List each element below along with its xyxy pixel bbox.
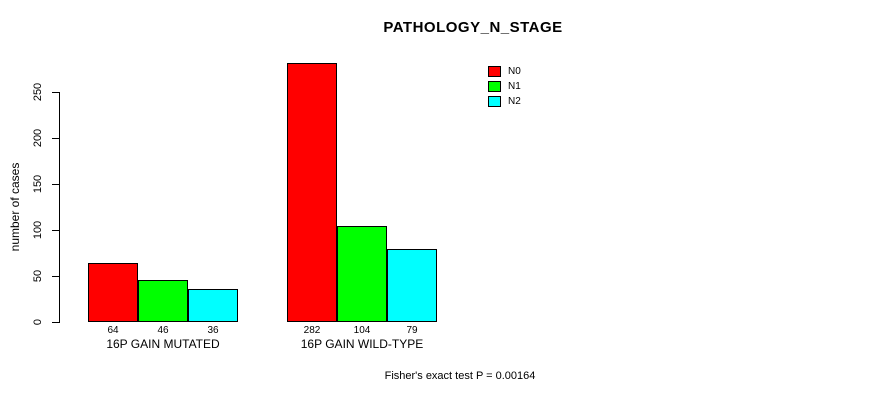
bar-value-label: 282 [303,325,321,336]
y-tick-label: 100 [32,220,44,240]
bar-value-label: 79 [406,325,418,336]
legend-label: N1 [508,81,521,92]
legend-swatch-n2 [488,96,501,107]
y-tick-mark [52,276,59,277]
y-tick-mark [52,138,59,139]
legend: N0 N1 N2 [488,64,521,109]
bar-n1-group1 [138,279,188,322]
legend-row-n0: N0 [488,64,521,79]
y-tick-label: 250 [32,82,44,102]
y-tick-label: 200 [32,128,44,148]
legend-row-n1: N1 [488,79,521,94]
group-label: 16P GAIN MUTATED [106,337,220,351]
bar-n0-group1 [88,263,138,322]
bar-n2-group1 [188,288,238,322]
y-tick-mark [52,92,59,93]
group-label: 16P GAIN WILD-TYPE [300,337,424,351]
bar-value-label: 46 [157,325,169,336]
y-axis-line [59,92,60,323]
legend-swatch-n1 [488,81,501,92]
stat-test-annotation: Fisher's exact test P = 0.00164 [384,370,536,382]
y-tick-label: 50 [32,269,44,283]
y-tick-mark [52,322,59,323]
legend-label: N0 [508,66,521,77]
y-axis-title: number of cases [8,162,22,252]
bar-value-label: 64 [107,325,119,336]
y-tick-label: 0 [32,318,44,326]
y-tick-label: 150 [32,174,44,194]
bar-n2-group2 [387,249,437,322]
bar-n0-group2 [287,62,337,322]
legend-swatch-n0 [488,66,501,77]
y-tick-mark [52,184,59,185]
y-tick-mark [52,230,59,231]
legend-label: N2 [508,96,521,107]
bar-value-label: 104 [353,325,371,336]
bar-value-label: 36 [207,325,219,336]
chart-title: PATHOLOGY_N_STAGE [383,19,563,36]
legend-row-n2: N2 [488,94,521,109]
bar-n1-group2 [337,226,387,322]
